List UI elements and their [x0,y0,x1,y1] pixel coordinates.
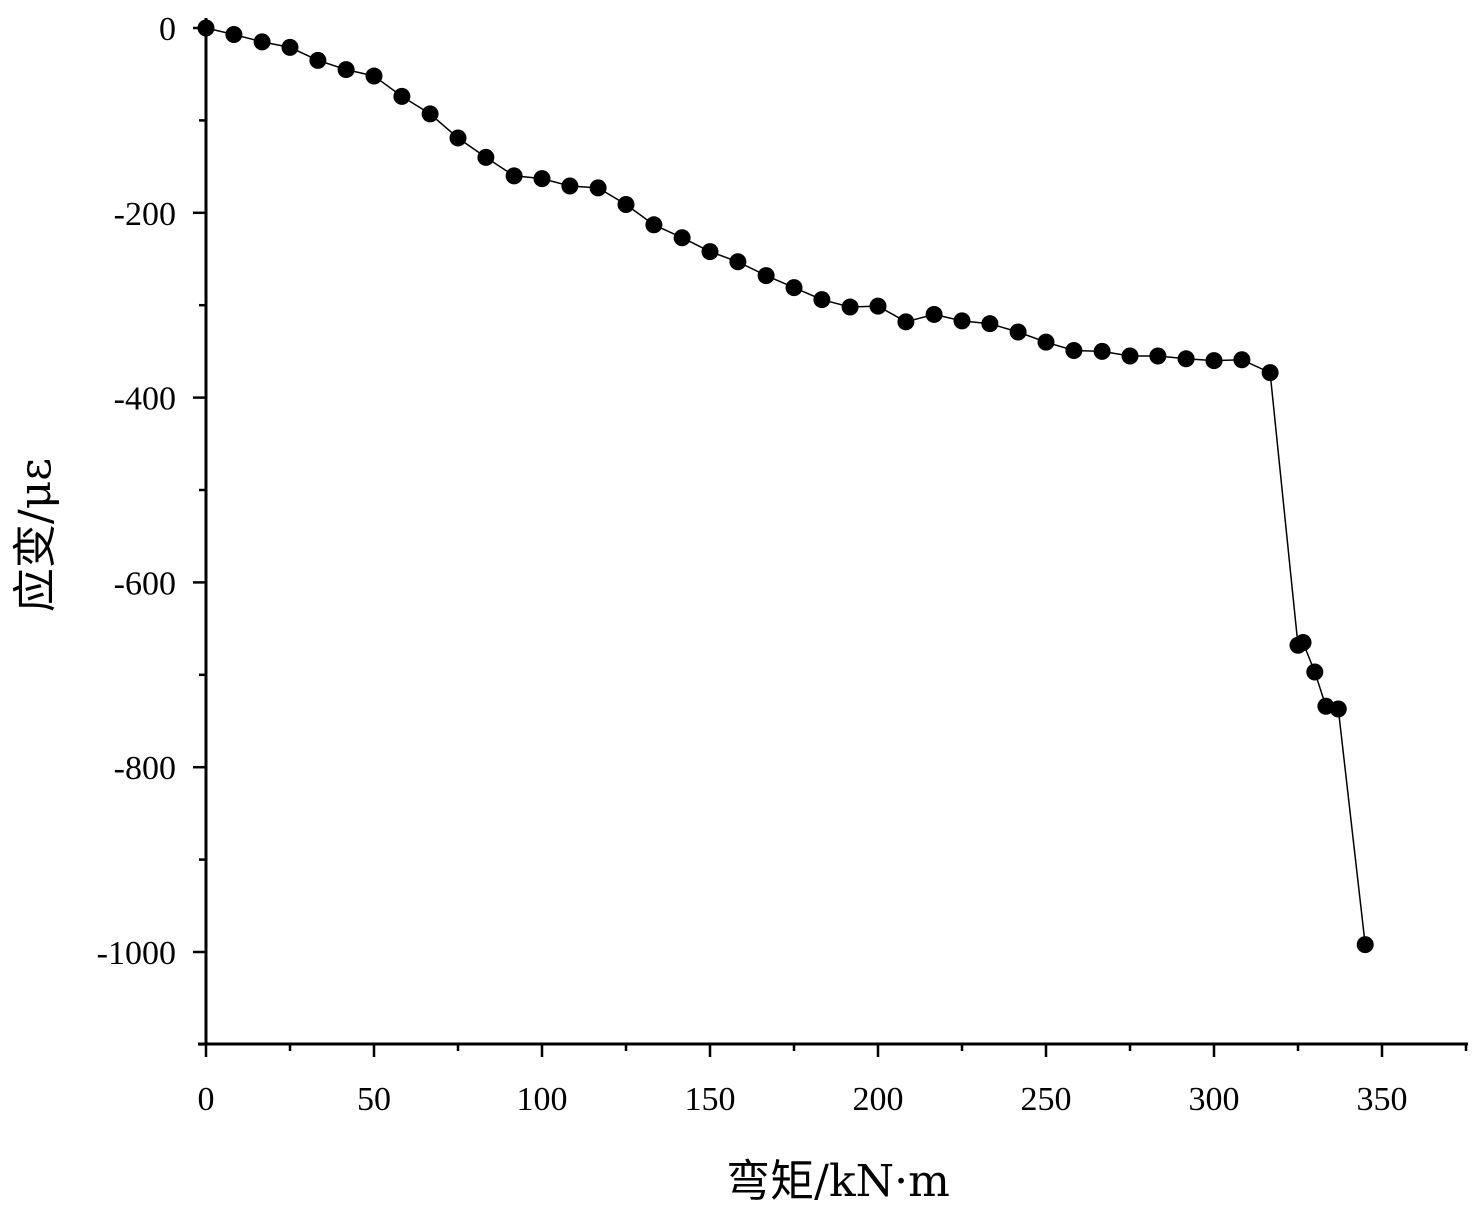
plot-area: 0 -200 -400 -600 -800 -1000 0 50 100 150 200 250 30… [97,11,1468,1118]
y-tick-label: -200 [114,196,176,233]
data-point [757,267,775,285]
y-tick-label: -1000 [97,935,176,972]
data-point [925,305,943,323]
data-point [589,179,607,197]
x-axis-ticks: 0 50 100 150 200 250 300 350 [198,1044,1468,1118]
data-point [813,291,831,309]
series-line [205,27,1366,945]
data-point [281,38,299,56]
y-tick-label: -400 [114,381,176,418]
data-point [1149,347,1167,365]
data-point [477,148,495,166]
data-series [197,19,1374,954]
y-tick-label: 0 [159,11,176,48]
data-point [1356,936,1374,954]
y-axis-ticks: 0 -200 -400 -600 -800 -1000 [97,11,206,1046]
x-tick-label: 50 [357,1081,391,1118]
data-point [1037,333,1055,351]
x-tick-label: 150 [685,1081,736,1118]
data-point [617,195,635,213]
y-tick-label: -800 [114,750,176,787]
x-tick-label: 200 [853,1081,904,1118]
data-point [1233,351,1251,369]
data-point [897,313,915,331]
data-point [421,105,439,123]
data-point [1261,364,1279,382]
data-point [785,279,803,297]
data-point [253,33,271,51]
y-axis-title: 应变/με [10,458,61,612]
x-tick-label: 100 [517,1081,568,1118]
data-point [869,297,887,315]
data-point [561,177,579,195]
x-axis-title: 弯矩/kN·m [726,1156,950,1207]
data-point [393,87,411,105]
data-point [729,253,747,271]
data-point [365,67,383,85]
data-point [1093,342,1111,360]
data-point [1177,350,1195,368]
data-point [1329,700,1347,718]
data-point [449,129,467,147]
data-point [673,229,691,247]
x-tick-label: 300 [1189,1081,1240,1118]
data-point [337,61,355,79]
y-tick-label: -600 [114,565,176,602]
data-point [841,298,859,316]
data-point [1294,633,1312,651]
data-point [309,51,327,69]
x-tick-label: 350 [1357,1081,1408,1118]
x-tick-label: 250 [1021,1081,1072,1118]
data-point [533,170,551,188]
data-point [1065,341,1083,359]
data-point [645,216,663,234]
data-point [981,315,999,333]
data-point [505,167,523,185]
data-point [1121,347,1139,365]
data-point [1205,352,1223,370]
data-point [197,19,215,37]
data-point [1306,663,1324,681]
data-point [701,243,719,261]
x-tick-label: 0 [198,1081,215,1118]
data-point [225,25,243,43]
data-point [1009,323,1027,341]
data-point [953,312,971,330]
